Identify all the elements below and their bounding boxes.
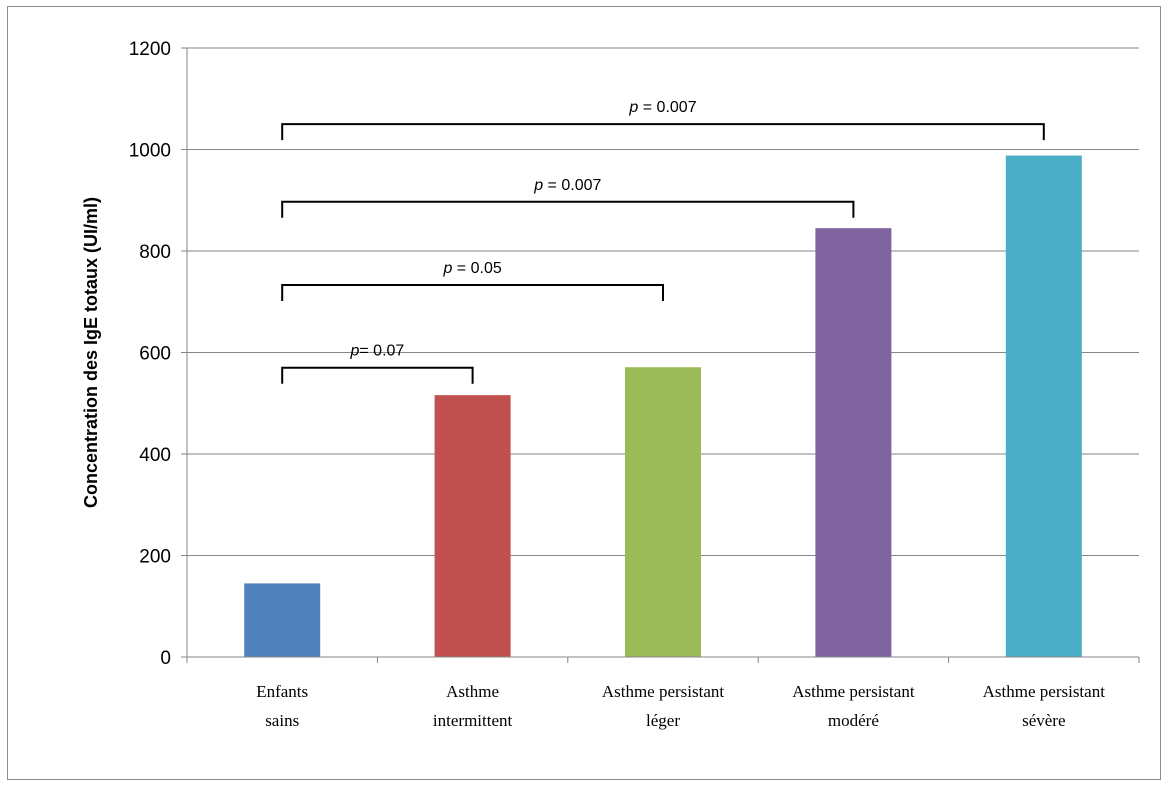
y-tick-label: 1200 [129, 39, 171, 60]
p-value-label: p = 0.007 [628, 99, 696, 116]
p-value-label: p= 0.07 [349, 343, 404, 360]
bar [434, 395, 511, 657]
y-tick-label: 600 [139, 344, 171, 365]
bars [244, 155, 1082, 657]
category-label: modéré [828, 711, 879, 730]
category-label: intermittent [433, 711, 513, 730]
p-symbol: p [628, 99, 638, 116]
y-tick-label: 1000 [129, 141, 171, 162]
category-label: Asthme persistant [983, 682, 1106, 701]
significance-bracket [281, 123, 1045, 141]
bar [815, 228, 892, 657]
p-value-text: = 0.007 [638, 99, 696, 116]
p-symbol: p [442, 260, 452, 277]
category-label: sévère [1022, 711, 1065, 730]
axes [186, 48, 1140, 663]
chart-frame [7, 6, 1161, 780]
significance-bracket [281, 366, 474, 384]
category-label: léger [646, 711, 680, 730]
category-label: Enfants [256, 682, 308, 701]
p-symbol: p [533, 177, 543, 194]
p-symbol: p [349, 343, 359, 360]
y-tick-label: 200 [139, 547, 171, 568]
category-label: sains [265, 711, 299, 730]
significance-bracket [281, 200, 855, 218]
category-labels: Enfants sains Asthme intermittent Asthme per… [256, 682, 1105, 730]
y-tick-label: 0 [160, 648, 171, 669]
p-value-text: = 0.05 [452, 260, 501, 277]
significance-bracket [281, 284, 664, 302]
y-tick-label: 800 [139, 242, 171, 263]
bar [244, 583, 321, 657]
p-value-label: p = 0.05 [442, 260, 501, 277]
category-label: Asthme persistant [602, 682, 725, 701]
p-value-label: p = 0.007 [533, 177, 601, 194]
category-label: Asthme [446, 682, 499, 701]
y-axis-label: Concentration des IgE totaux (UI/ml) [81, 197, 101, 508]
y-tick-labels: 0 200 400 600 800 1000 1200 [129, 39, 171, 669]
bar [625, 367, 701, 657]
gridlines [181, 47, 1139, 658]
category-label: Asthme persistant [792, 682, 915, 701]
p-value-text: = 0.07 [359, 343, 404, 360]
y-tick-label: 400 [139, 445, 171, 466]
bar [1005, 155, 1082, 657]
p-value-text: = 0.007 [543, 177, 601, 194]
